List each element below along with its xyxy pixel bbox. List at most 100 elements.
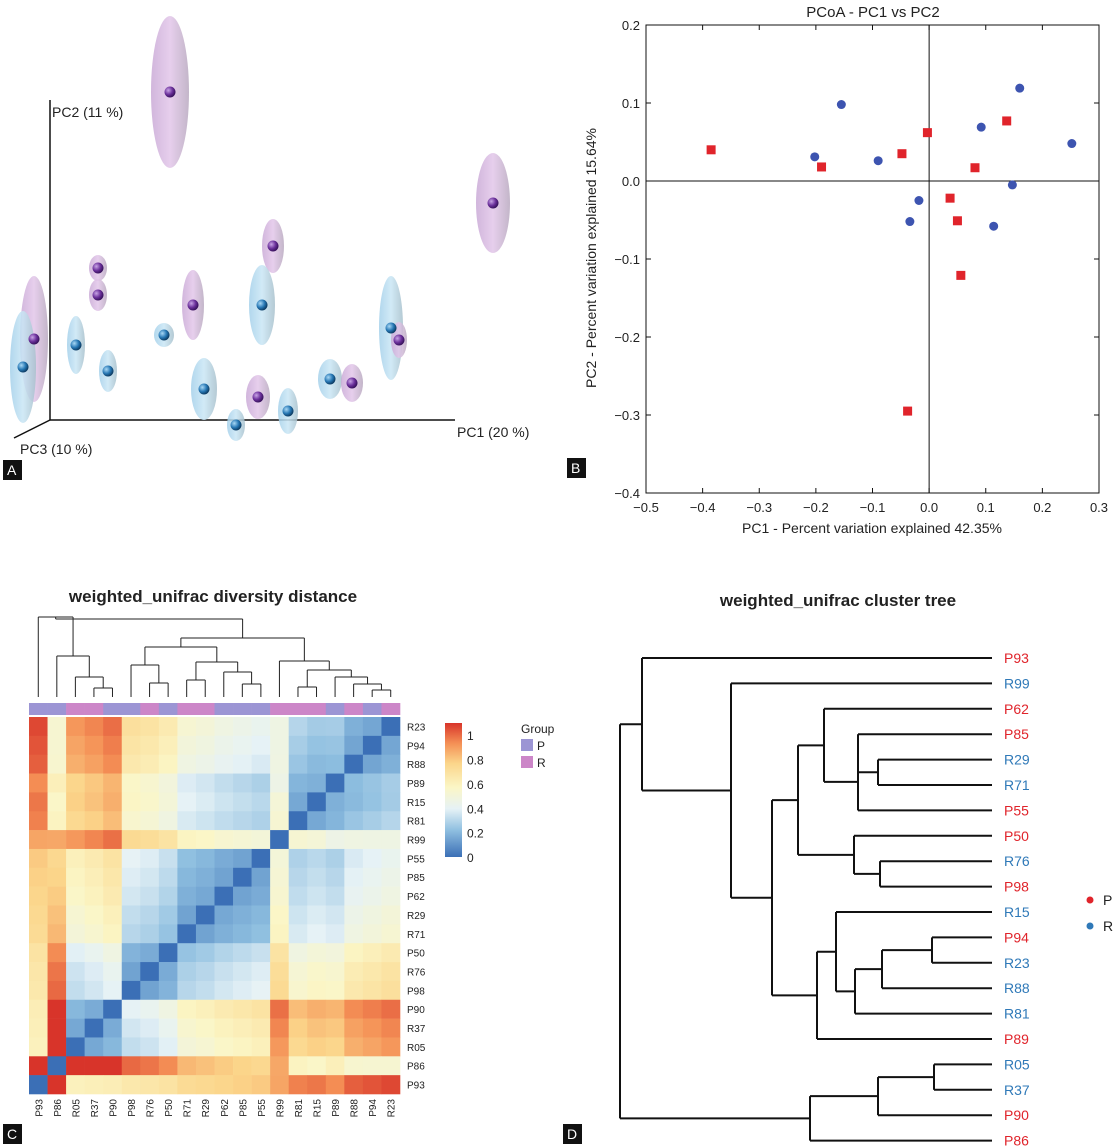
panel-letter-box bbox=[3, 460, 22, 480]
heatmap-cell bbox=[344, 1037, 364, 1057]
heatmap-cell bbox=[195, 830, 215, 850]
heatmap-cell bbox=[103, 811, 123, 831]
heatmap-cell bbox=[103, 924, 123, 944]
heatmap-cell bbox=[158, 754, 178, 774]
heatmap-cell bbox=[325, 717, 345, 737]
heatmap-cell bbox=[325, 886, 345, 906]
heatmap-cell bbox=[140, 773, 160, 793]
heatmap-cell bbox=[177, 962, 197, 982]
heatmap-cell bbox=[66, 754, 85, 774]
heatmap-cell bbox=[47, 1037, 67, 1057]
heatmap-cell bbox=[381, 886, 401, 906]
heatmap-cell bbox=[325, 980, 345, 1001]
heatmap-cell bbox=[251, 717, 271, 737]
heatmap-cell bbox=[381, 811, 401, 831]
heatmap-cell bbox=[270, 792, 289, 812]
heatmap-cell bbox=[195, 792, 215, 812]
heatmap-cell bbox=[29, 1056, 48, 1076]
heatmap-cell bbox=[103, 943, 123, 963]
heatmap-cell bbox=[84, 754, 104, 774]
heatmap-cell bbox=[381, 943, 401, 963]
heatmap-cell bbox=[233, 1075, 252, 1095]
heatmap-cell bbox=[140, 848, 160, 869]
heatmap-cell bbox=[121, 735, 141, 755]
point-p bbox=[945, 193, 955, 203]
heatmap-cell bbox=[158, 905, 178, 925]
heatmap-cell bbox=[158, 773, 178, 793]
y-tick-label: −0.2 bbox=[614, 330, 640, 345]
tree-leaf-label: R05 bbox=[1004, 1056, 1030, 1072]
group-annotation-cell bbox=[362, 703, 382, 715]
heatmap-cell bbox=[233, 962, 252, 982]
heatmap-cell bbox=[177, 717, 197, 737]
group-annotation-cell bbox=[121, 703, 141, 715]
heatmap-cell bbox=[140, 830, 160, 850]
sample-sphere bbox=[230, 419, 242, 431]
heatmap-cell bbox=[381, 830, 401, 850]
heatmap-cell bbox=[47, 811, 67, 831]
axis-label-pc2: PC2 (11 %) bbox=[52, 104, 123, 120]
heatmap-cell bbox=[47, 905, 67, 925]
heatmap-cell bbox=[344, 980, 364, 1001]
heatmap-cell bbox=[140, 717, 160, 737]
heatmap-cell bbox=[140, 980, 160, 1001]
heatmap-cell bbox=[177, 735, 197, 755]
heatmap-cell bbox=[121, 1056, 141, 1076]
colorbar bbox=[445, 723, 462, 857]
tree-leaf-label: R99 bbox=[1004, 675, 1030, 691]
x-tick-label: −0.5 bbox=[633, 500, 659, 515]
heatmap-cell bbox=[251, 830, 271, 850]
heatmap-cell bbox=[121, 962, 141, 982]
heatmap-cell bbox=[233, 1037, 252, 1057]
column-label: R99 bbox=[275, 1099, 286, 1118]
point-p bbox=[922, 128, 932, 138]
heatmap-cell bbox=[121, 867, 141, 887]
heatmap-cell bbox=[251, 999, 271, 1019]
heatmap-cell bbox=[140, 735, 160, 755]
heatmap-cell bbox=[66, 735, 85, 755]
heatmap-cell bbox=[84, 830, 104, 850]
heatmap-cell bbox=[140, 1018, 160, 1038]
group-annotation-cell bbox=[66, 703, 85, 715]
group-annotation-cell bbox=[158, 703, 178, 715]
y-tick-label: 0.2 bbox=[622, 18, 640, 33]
heatmap-cell bbox=[362, 867, 382, 887]
heatmap-cell bbox=[362, 886, 382, 906]
tree-leaf-label: P55 bbox=[1004, 802, 1029, 818]
legend-title: Group bbox=[521, 722, 555, 736]
heatmap-cell bbox=[66, 773, 85, 793]
panel-letter-box bbox=[563, 1124, 582, 1144]
heatmap-cell bbox=[84, 717, 104, 737]
heatmap-cell bbox=[29, 735, 48, 755]
heatmap-cell bbox=[140, 962, 160, 982]
heatmap-cell bbox=[84, 735, 104, 755]
heatmap-cell bbox=[47, 999, 67, 1019]
point-r bbox=[873, 156, 883, 166]
heatmap-cell bbox=[270, 980, 289, 1001]
heatmap-cell bbox=[288, 943, 308, 963]
heatmap-cell bbox=[307, 999, 327, 1019]
heatmap-cell bbox=[140, 905, 160, 925]
panel-d-cluster-tree: weighted_unifrac cluster tree P93 R99 P62 P… bbox=[563, 591, 1113, 1147]
heatmap-cell bbox=[381, 773, 401, 793]
heatmap-cell bbox=[325, 1056, 345, 1076]
heatmap-cell bbox=[47, 943, 67, 963]
heatmap-cell bbox=[270, 1037, 289, 1057]
heatmap-cell bbox=[307, 886, 327, 906]
x-tick-label: −0.1 bbox=[860, 500, 886, 515]
heatmap-cell bbox=[381, 999, 401, 1019]
heatmap-cell bbox=[29, 811, 48, 831]
panel-letter: B bbox=[571, 460, 580, 476]
heatmap-cell bbox=[344, 943, 364, 963]
heatmap-cell bbox=[270, 962, 289, 982]
tree-leaf-label: R37 bbox=[1004, 1082, 1030, 1098]
heatmap-cell bbox=[66, 980, 85, 1001]
column-label: P50 bbox=[164, 1099, 175, 1117]
heatmap-cell bbox=[381, 754, 401, 774]
row-label: R71 bbox=[407, 930, 426, 941]
row-label: P93 bbox=[407, 1081, 425, 1092]
sample-sphere bbox=[282, 405, 294, 417]
heatmap-cell bbox=[29, 962, 48, 982]
group-annotation-cell bbox=[325, 703, 345, 715]
heatmap-cell bbox=[121, 1037, 141, 1057]
